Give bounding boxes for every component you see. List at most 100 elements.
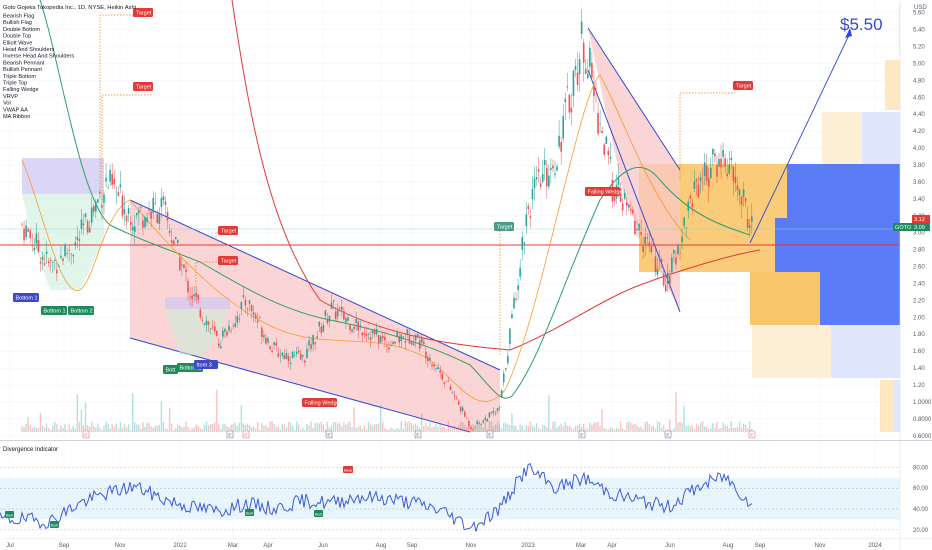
candle-body	[191, 295, 193, 300]
volume-bar	[396, 427, 398, 432]
time-tick: Sep	[755, 543, 766, 549]
volume-bar	[107, 423, 109, 432]
candle-body	[117, 192, 120, 196]
volume-bar	[517, 429, 519, 432]
candle-body	[431, 364, 433, 367]
target-tag-2-text: Target	[136, 85, 152, 91]
candle-body	[734, 176, 737, 184]
candle-body	[256, 320, 259, 323]
candle-body	[291, 352, 294, 358]
volume-bar	[68, 423, 70, 432]
volume-bar	[166, 429, 169, 432]
volume-bar	[732, 427, 735, 432]
earnings-marker[interactable]	[748, 430, 756, 439]
volume-bar	[328, 427, 331, 432]
volume-bar	[76, 394, 79, 432]
volume-bar	[236, 426, 238, 432]
candle-body	[435, 368, 437, 369]
candle-body	[580, 21, 583, 34]
candle-body	[162, 196, 165, 201]
earnings-marker[interactable]	[664, 430, 672, 439]
candle-body	[412, 343, 415, 346]
candle-body	[293, 355, 296, 357]
candle-body	[205, 320, 208, 326]
candle-body	[652, 245, 655, 246]
candle-body	[621, 203, 624, 211]
candle-body	[158, 214, 161, 225]
candle-body	[33, 247, 36, 251]
volume-bar	[181, 427, 183, 432]
volume-bar	[742, 423, 745, 432]
volume-bar	[751, 428, 753, 432]
earnings-marker[interactable]	[82, 430, 90, 439]
time-tick: Mar	[228, 543, 238, 549]
price-tick: 5.40	[913, 28, 925, 34]
last-price-badge	[912, 215, 930, 223]
volume-bar	[349, 421, 351, 432]
time-axis[interactable]: Jul Sep Nov 2022 Mar Apr Jun Aug Sep Nov 2023 Mar Ap…	[6, 543, 882, 549]
volume-bar	[58, 429, 60, 432]
volume-bar	[154, 425, 156, 432]
volume-bar	[60, 425, 62, 432]
vrvp-row	[899, 5, 900, 55]
earnings-marker[interactable]	[226, 430, 234, 439]
earnings-marker[interactable]	[486, 430, 494, 439]
candle-body	[461, 407, 464, 411]
candle-body	[332, 300, 335, 302]
candle-body	[156, 214, 159, 224]
candle-body	[517, 285, 519, 290]
volume-bar	[113, 426, 115, 432]
volume-bar	[31, 427, 33, 432]
volume-bar	[710, 428, 712, 432]
earnings-marker[interactable]	[325, 430, 333, 439]
volume-bar	[722, 422, 724, 432]
volume-bar	[220, 428, 222, 432]
candle-body	[172, 240, 175, 245]
volume-bar	[464, 425, 466, 432]
volume-bar	[263, 425, 265, 432]
volume-bar	[574, 426, 577, 432]
volume-bar	[173, 429, 175, 432]
candle-body	[687, 201, 690, 211]
earnings-marker[interactable]	[578, 430, 586, 439]
volume-bar	[95, 427, 97, 432]
bottom2-tag	[68, 306, 94, 315]
volume-bar	[648, 423, 650, 432]
volume-bar	[339, 422, 341, 432]
candle-body	[29, 230, 31, 239]
candle-body	[271, 350, 273, 352]
candle-body	[748, 225, 751, 229]
candle-body	[685, 227, 687, 228]
volume-bar	[50, 429, 52, 432]
volume-bar	[419, 427, 421, 432]
candle-body	[224, 328, 226, 332]
volume-bar	[375, 424, 378, 432]
candle-body	[712, 149, 714, 155]
volume-bar	[146, 422, 148, 432]
candle-body	[281, 352, 284, 356]
indicator-pane[interactable]: Divergence Indicator 80.00 60.00 40.00 20.0…	[0, 447, 929, 534]
candle-body	[31, 245, 34, 247]
volume-bar	[714, 427, 716, 432]
volume-bar	[296, 421, 298, 432]
candle-body	[638, 223, 640, 231]
volume-bar	[406, 422, 409, 432]
candle-body	[199, 309, 202, 318]
candle-body	[500, 390, 503, 398]
candle-body	[144, 217, 146, 228]
earnings-marker[interactable]	[414, 430, 422, 439]
candle-body	[722, 150, 724, 157]
indicator-band	[0, 477, 900, 520]
volume-bar	[414, 423, 417, 432]
volume-bar	[658, 422, 661, 432]
earnings-marker[interactable]	[242, 430, 250, 439]
indicator-line	[0, 462, 753, 532]
bottom1c-tag	[163, 365, 178, 374]
candle-body	[572, 70, 575, 97]
volume-bar	[486, 429, 489, 432]
candle-body	[597, 113, 599, 134]
volume-bar	[197, 426, 199, 432]
candle-body	[539, 183, 542, 187]
price-tick: 2.60	[913, 265, 925, 271]
